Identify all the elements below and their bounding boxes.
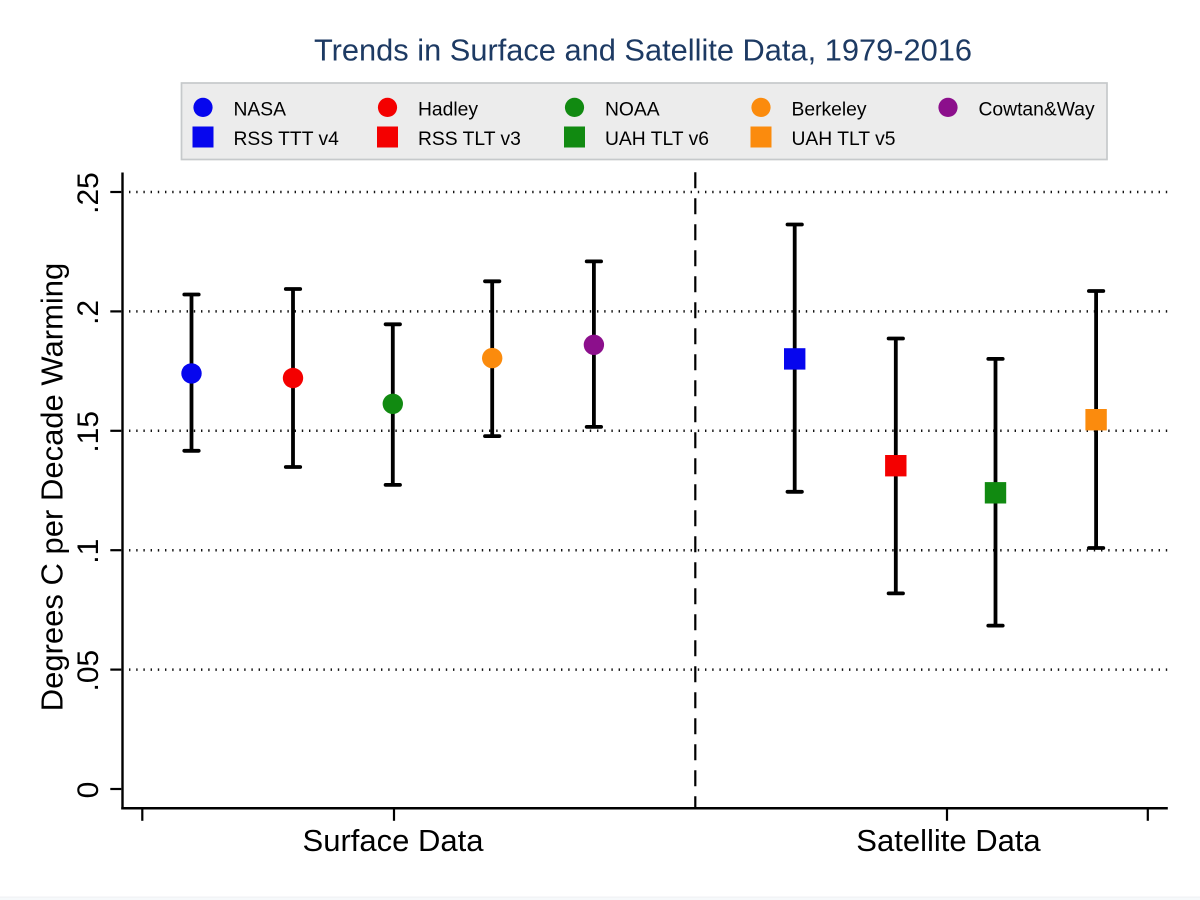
svg-text:RSS TLT v3: RSS TLT v3 xyxy=(418,129,521,150)
svg-text:.25: .25 xyxy=(72,172,105,214)
svg-text:Trends in Surface and Satellit: Trends in Surface and Satellite Data, 19… xyxy=(314,33,972,68)
svg-text:RSS TTT v4: RSS TTT v4 xyxy=(234,129,340,150)
svg-text:.2: .2 xyxy=(72,300,105,325)
svg-text:0: 0 xyxy=(72,782,105,799)
svg-text:.1: .1 xyxy=(72,539,105,564)
svg-text:UAH TLT v6: UAH TLT v6 xyxy=(605,129,709,150)
svg-text:Surface Data: Surface Data xyxy=(303,823,485,858)
svg-text:Degrees C per Decade Warming: Degrees C per Decade Warming xyxy=(35,263,70,712)
svg-text:Cowtan&Way: Cowtan&Way xyxy=(979,100,1095,121)
svg-text:.05: .05 xyxy=(72,650,105,692)
svg-text:Hadley: Hadley xyxy=(418,100,478,121)
svg-text:NOAA: NOAA xyxy=(605,100,660,121)
svg-text:NASA: NASA xyxy=(234,100,287,121)
svg-text:Berkeley: Berkeley xyxy=(792,100,867,121)
svg-text:UAH TLT v5: UAH TLT v5 xyxy=(792,129,896,150)
svg-text:.15: .15 xyxy=(72,411,105,453)
svg-text:Satellite Data: Satellite Data xyxy=(856,823,1041,858)
